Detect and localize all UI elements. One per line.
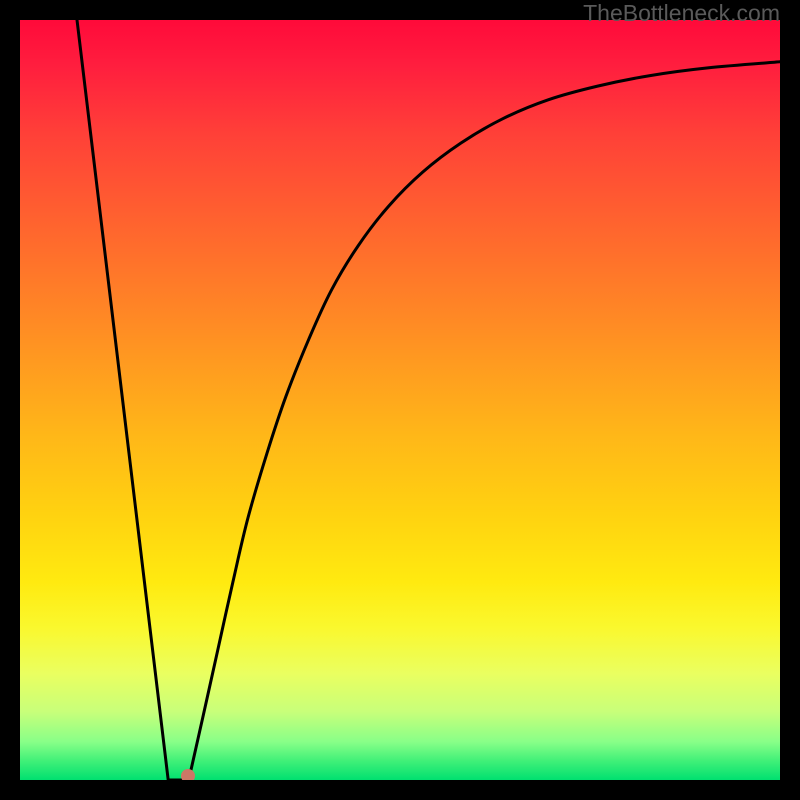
watermark-text: TheBottleneck.com	[583, 0, 780, 27]
chart-border	[0, 0, 800, 800]
chart-container: TheBottleneck.com	[0, 0, 800, 800]
